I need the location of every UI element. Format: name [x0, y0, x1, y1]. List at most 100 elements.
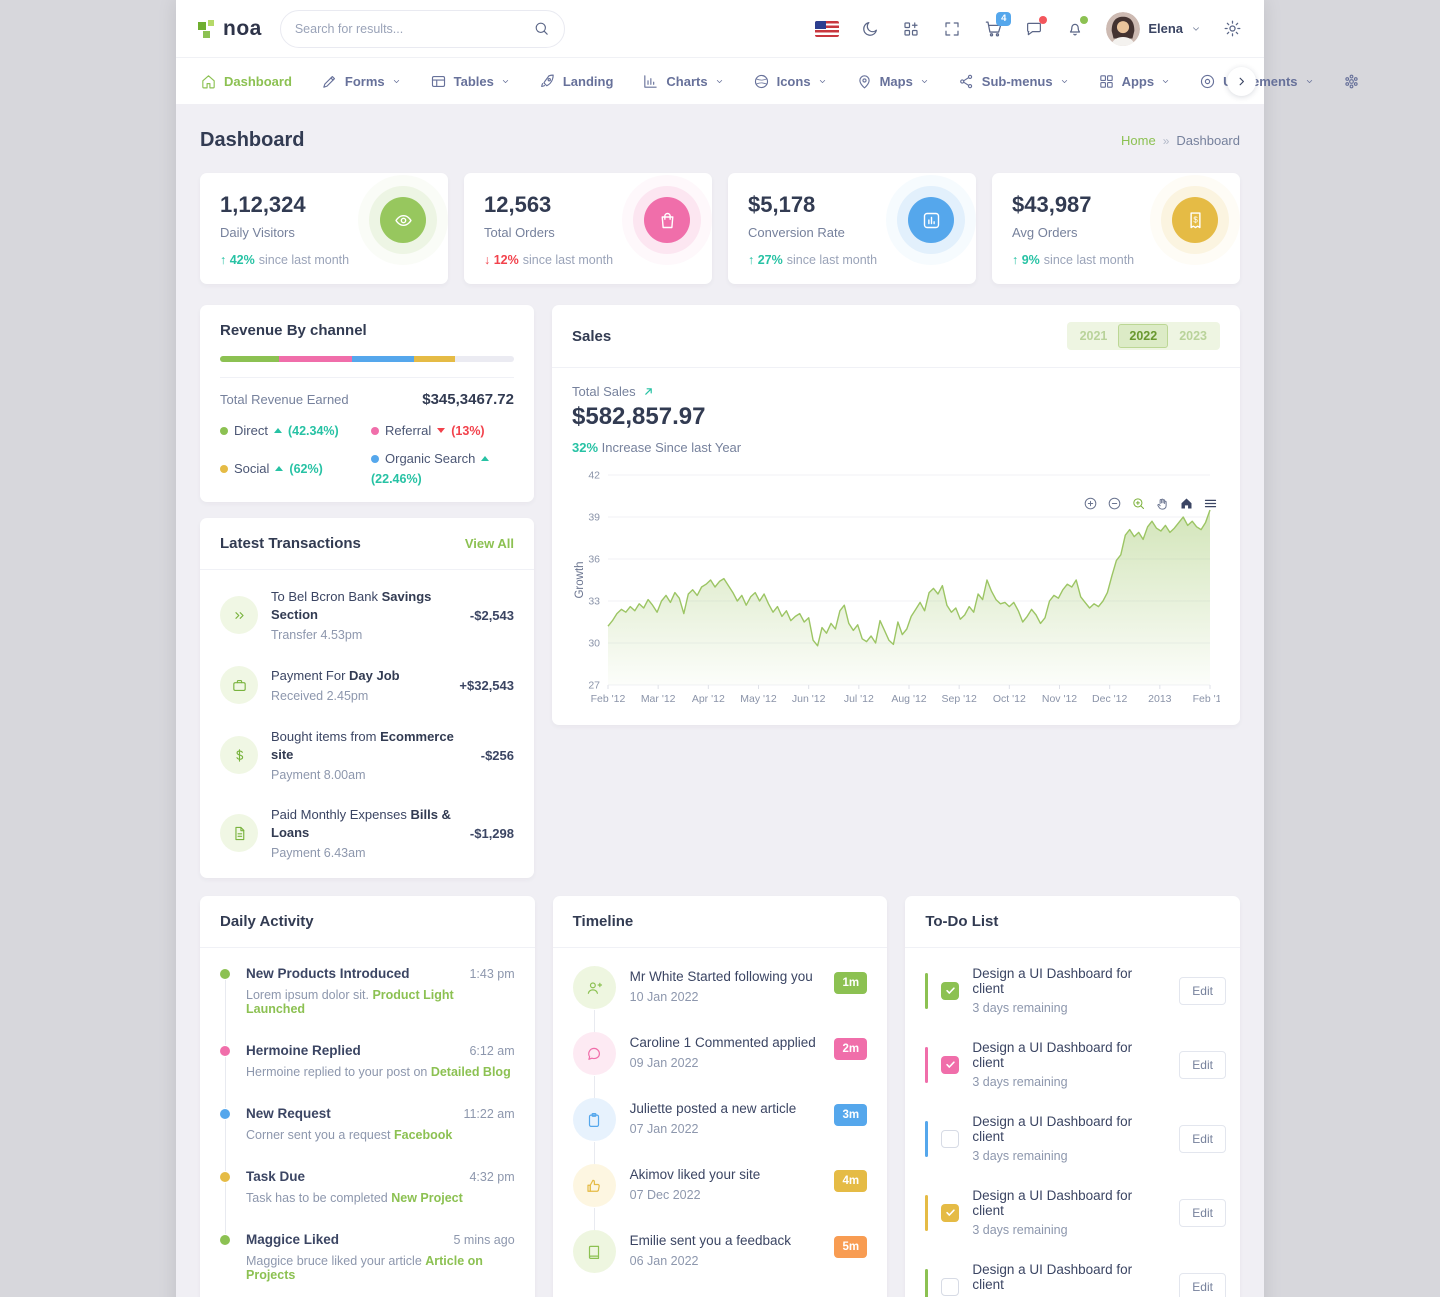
todo-color-bar [925, 1268, 929, 1297]
chevron-down-icon [1161, 77, 1170, 86]
transaction-subtitle: Payment 8.00am [271, 768, 366, 782]
legend-label: Social [234, 461, 270, 476]
language-flag-icon[interactable] [815, 20, 840, 37]
timeline-list: Mr White Started following you 10 Jan 20… [553, 948, 888, 1297]
cart-button[interactable]: 4 [983, 11, 1012, 39]
stat-card-conversion-rate: $5,178 Conversion Rate ↑ 27% since last m… [728, 173, 976, 284]
logo[interactable]: noa [198, 17, 262, 41]
chevron-right-icon [1235, 75, 1248, 88]
stat-icon-circle [908, 197, 954, 243]
menu-icon[interactable] [1203, 496, 1218, 511]
chat-bubble-icon [585, 1045, 603, 1063]
nav-item-label: Forms [344, 73, 385, 89]
year-button-2022[interactable]: 2022 [1118, 324, 1169, 348]
legend-dot-icon [371, 454, 379, 463]
nav-item-icons[interactable]: Icons [753, 73, 827, 90]
reset-home-icon[interactable] [1179, 496, 1194, 511]
stat-value: 12,563 [484, 192, 552, 217]
timeline-icon-circle [572, 1164, 616, 1207]
todo-checkbox[interactable] [941, 1203, 960, 1222]
svg-text:Jun '12: Jun '12 [792, 693, 826, 705]
dark-mode-toggle[interactable] [860, 19, 880, 39]
pen-icon [321, 73, 338, 90]
check-icon [945, 985, 956, 996]
activity-link[interactable]: Detailed Blog [430, 1065, 511, 1079]
edit-button[interactable]: Edit [1179, 1198, 1226, 1227]
nav-item-tables[interactable]: Tables [430, 73, 510, 90]
messages-button[interactable] [1024, 15, 1048, 39]
svg-text:33: 33 [588, 596, 600, 608]
widgets-button[interactable] [901, 19, 921, 39]
svg-text:Apr '12: Apr '12 [692, 693, 725, 705]
zoom-in-icon[interactable] [1083, 496, 1098, 511]
revenue-legend-item-social: Social (62%) [220, 451, 363, 486]
todo-checkbox[interactable] [941, 981, 960, 1000]
nav-item-label: Landing [562, 73, 614, 89]
chart-bar-icon [642, 73, 659, 90]
selection-zoom-icon[interactable] [1131, 496, 1146, 511]
activity-subtitle: Task has to be completed New Project [246, 1191, 463, 1205]
pan-icon[interactable] [1155, 496, 1170, 511]
stat-label: Total Orders [484, 225, 555, 240]
nav-scroll-right-button[interactable] [1227, 67, 1256, 96]
nav-item-forms[interactable]: Forms [321, 73, 401, 90]
nav-item-landing[interactable]: Landing [539, 73, 614, 90]
stat-label: Conversion Rate [748, 225, 845, 240]
chevron-down-icon [818, 77, 827, 86]
nav-item-charts[interactable]: Charts [642, 73, 723, 90]
legend-percent: (13%) [451, 423, 485, 438]
settings-button[interactable] [1222, 19, 1242, 39]
edit-button[interactable]: Edit [1179, 1124, 1226, 1153]
activity-link[interactable]: Article on Projects [246, 1254, 483, 1282]
transaction-subtitle: Received 2.45pm [271, 689, 369, 703]
search-input[interactable] [294, 21, 533, 36]
svg-text:$: $ [1193, 215, 1198, 224]
timeline-icon-circle [572, 1230, 616, 1273]
stat-icon-circle: $ [1172, 197, 1218, 243]
activity-subtitle: Corner sent you a request Facebook [246, 1128, 453, 1142]
activity-link[interactable]: Product Light Launched [246, 988, 454, 1016]
year-button-2021[interactable]: 2021 [1079, 329, 1108, 343]
stat-value: $43,987 [1012, 192, 1092, 217]
transaction-title: To Bel Bcron Bank Savings Section [271, 589, 432, 622]
timeline-badge: 2m [834, 1038, 868, 1060]
disc-icon [1199, 73, 1216, 90]
timeline-item-title: Akimov liked your site [629, 1167, 761, 1182]
activity-time: 11:22 am [463, 1107, 515, 1121]
activity-link[interactable]: New Project [391, 1191, 463, 1205]
todo-checkbox[interactable] [941, 1055, 960, 1074]
stats-row: 1,12,324 Daily Visitors ↑ 42% since last … [200, 173, 1240, 284]
transaction-icon-circle [220, 814, 258, 852]
edit-button[interactable]: Edit [1179, 1050, 1226, 1079]
search-icon[interactable] [533, 20, 550, 37]
nav-item-ui-elements[interactable]: UI Elements [1199, 73, 1313, 90]
nav-item-dashboard[interactable]: Dashboard [200, 73, 292, 90]
stat-delta: ↑ 9% since last month [1012, 253, 1135, 267]
nav-items: Dashboard Forms Tables Landing Charts Ic… [200, 73, 1360, 90]
year-button-2023[interactable]: 2023 [1179, 329, 1207, 343]
edit-button[interactable]: Edit [1179, 976, 1226, 1005]
breadcrumb-home[interactable]: Home [1121, 133, 1156, 148]
nav-item-apps[interactable]: Apps [1098, 73, 1171, 90]
nav-item-sub-menus[interactable]: Sub-menus [958, 73, 1069, 90]
nav-item-utilities[interactable] [1343, 73, 1360, 90]
timeline-badge: 4m [834, 1170, 868, 1192]
breadcrumb: Home » Dashboard [1121, 133, 1240, 148]
edit-button[interactable]: Edit [1179, 1272, 1226, 1297]
transaction-row: Paid Monthly Expenses Bills & Loans Paym… [200, 794, 534, 872]
nav-item-maps[interactable]: Maps [856, 73, 929, 90]
activity-dot-icon [220, 1109, 230, 1119]
nav-item-label: Dashboard [224, 73, 292, 89]
user-menu[interactable]: Elena [1106, 11, 1201, 46]
transaction-subtitle: Payment 6.43am [271, 846, 366, 860]
notifications-button[interactable] [1065, 15, 1089, 39]
todo-checkbox[interactable] [941, 1129, 960, 1148]
todo-item: Design a UI Dashboard for client 3 days … [925, 1188, 1226, 1262]
todo-checkbox[interactable] [941, 1277, 960, 1296]
activity-link[interactable]: Facebook [394, 1128, 453, 1142]
fullscreen-button[interactable] [942, 19, 962, 39]
zoom-out-icon[interactable] [1107, 496, 1122, 511]
view-all-link[interactable]: View All [464, 536, 514, 551]
revenue-legend-item-direct: Direct (42.34%) [220, 423, 363, 438]
bag-icon [657, 210, 678, 231]
